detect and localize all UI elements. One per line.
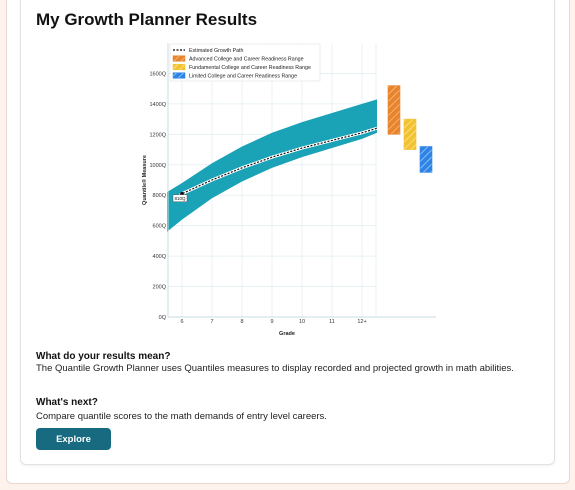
x-tick-label: 6 xyxy=(180,319,183,325)
legend-swatch-icon xyxy=(172,63,186,71)
legend-label: Advanced College and Career Readiness Ra… xyxy=(189,57,304,63)
legend-swatch-icon xyxy=(172,55,186,62)
y-tick-label: 400Q xyxy=(153,254,167,260)
x-tick-label: 7 xyxy=(210,319,213,325)
page-title: My Growth Planner Results xyxy=(36,10,258,29)
x-axis-title: Grade xyxy=(279,331,295,337)
start-point-label-box xyxy=(172,194,188,202)
results-heading: What do your results mean? xyxy=(36,351,171,362)
legend-label: Fundamental College and Career Readiness… xyxy=(189,65,311,71)
projected-growth-band xyxy=(167,99,377,232)
estimated-growth-path xyxy=(174,127,378,201)
readiness-range-1 xyxy=(403,118,417,150)
x-tick-label: 10 xyxy=(299,319,305,325)
legend-box xyxy=(169,43,321,82)
x-tick-label: 9 xyxy=(270,319,273,325)
y-tick-label: 1200Q xyxy=(149,132,166,138)
legend-label: Estimated Growth Path xyxy=(189,48,244,54)
y-tick-label: 600Q xyxy=(153,224,167,230)
legend-swatch-icon xyxy=(172,72,186,79)
x-tick-label: 11 xyxy=(329,319,335,325)
next-heading: What's next? xyxy=(36,397,98,408)
readiness-range-2 xyxy=(419,146,433,173)
x-tick-label: 12+ xyxy=(357,319,366,325)
y-axis-title: Quantile® Measure xyxy=(141,155,148,205)
next-description: Compare quantile scores to the math dema… xyxy=(36,411,327,422)
x-tick-label: 8 xyxy=(240,319,243,325)
y-tick-label: 800Q xyxy=(153,193,167,199)
start-point-label: 810Q xyxy=(174,196,186,201)
readiness-range-0 xyxy=(387,85,401,135)
explore-careers-button[interactable]: Explore careers xyxy=(36,428,111,467)
y-tick-label: 200Q xyxy=(153,285,167,291)
y-tick-label: 0Q xyxy=(159,315,167,321)
results-description: The Quantile Growth Planner uses Quantil… xyxy=(36,363,514,374)
legend-label: Limited College and Career Readiness Ran… xyxy=(189,74,297,80)
growth-chart: 810Q 0Q 200Q 400Q 600Q 800Q 1000Q 1200Q 1400Q 16… xyxy=(141,43,436,337)
y-tick-label: 1000Q xyxy=(149,163,166,169)
y-tick-label: 1400Q xyxy=(149,102,166,108)
y-tick-label: 1600Q xyxy=(149,71,166,77)
